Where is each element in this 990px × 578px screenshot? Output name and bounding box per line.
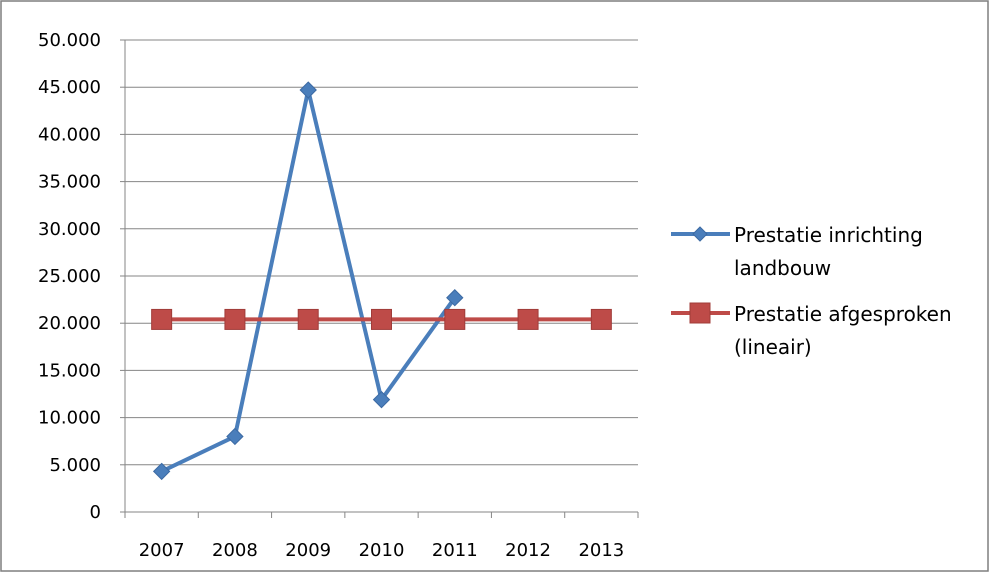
y-tick-label: 25.000	[38, 266, 101, 287]
x-tick-label: 2011	[432, 540, 478, 561]
data-point	[444, 308, 466, 330]
series-1	[152, 81, 464, 481]
legend-entry-2: Prestatie afgesproken (lineair)	[671, 302, 952, 359]
y-tick-label: 45.000	[38, 77, 101, 98]
data-point	[692, 226, 708, 242]
data-point	[151, 308, 173, 330]
legend-label: (lineair)	[734, 335, 812, 359]
y-tick-label: 15.000	[38, 360, 101, 381]
data-point	[297, 308, 319, 330]
data-point	[689, 302, 711, 324]
data-point	[152, 462, 171, 481]
series-layer	[151, 81, 612, 481]
data-point	[299, 81, 317, 99]
y-tick-label: 40.000	[38, 124, 101, 145]
y-tick-label: 50.000	[38, 30, 101, 51]
y-tick-label: 0	[90, 502, 101, 523]
data-point	[226, 427, 244, 446]
legend-label: Prestatie afgesproken	[734, 302, 952, 326]
data-point	[371, 308, 392, 330]
x-tick-label: 2007	[139, 540, 185, 561]
gridlines	[125, 39, 638, 466]
legend-label: landbouw	[734, 256, 831, 280]
legend-label: Prestatie inrichting	[734, 223, 923, 247]
legend-entry-1: Prestatie inrichting landbouw	[671, 223, 923, 280]
y-tick-label: 35.000	[38, 172, 101, 193]
data-point	[590, 308, 612, 330]
legend: Prestatie inrichting landbouw Prestatie af…	[671, 223, 952, 359]
data-point	[446, 289, 464, 307]
series-2	[151, 308, 612, 330]
x-tick-label: 2013	[578, 540, 624, 561]
y-tick-label: 20.000	[38, 313, 101, 334]
axes: 0 5.000 10.000 15.000 20.000 25.000 30.000 35.0…	[38, 30, 639, 561]
y-tick-label: 10.000	[38, 408, 101, 429]
y-tick-label: 30.000	[38, 219, 101, 240]
data-point	[517, 308, 539, 330]
x-tick-label: 2012	[505, 540, 551, 561]
x-tick-label: 2008	[212, 540, 258, 561]
x-tick-label: 2009	[285, 540, 331, 561]
x-tick-label: 2010	[359, 540, 405, 561]
data-point	[372, 390, 391, 409]
data-point	[224, 308, 246, 330]
y-tick-label: 5.000	[49, 455, 101, 476]
